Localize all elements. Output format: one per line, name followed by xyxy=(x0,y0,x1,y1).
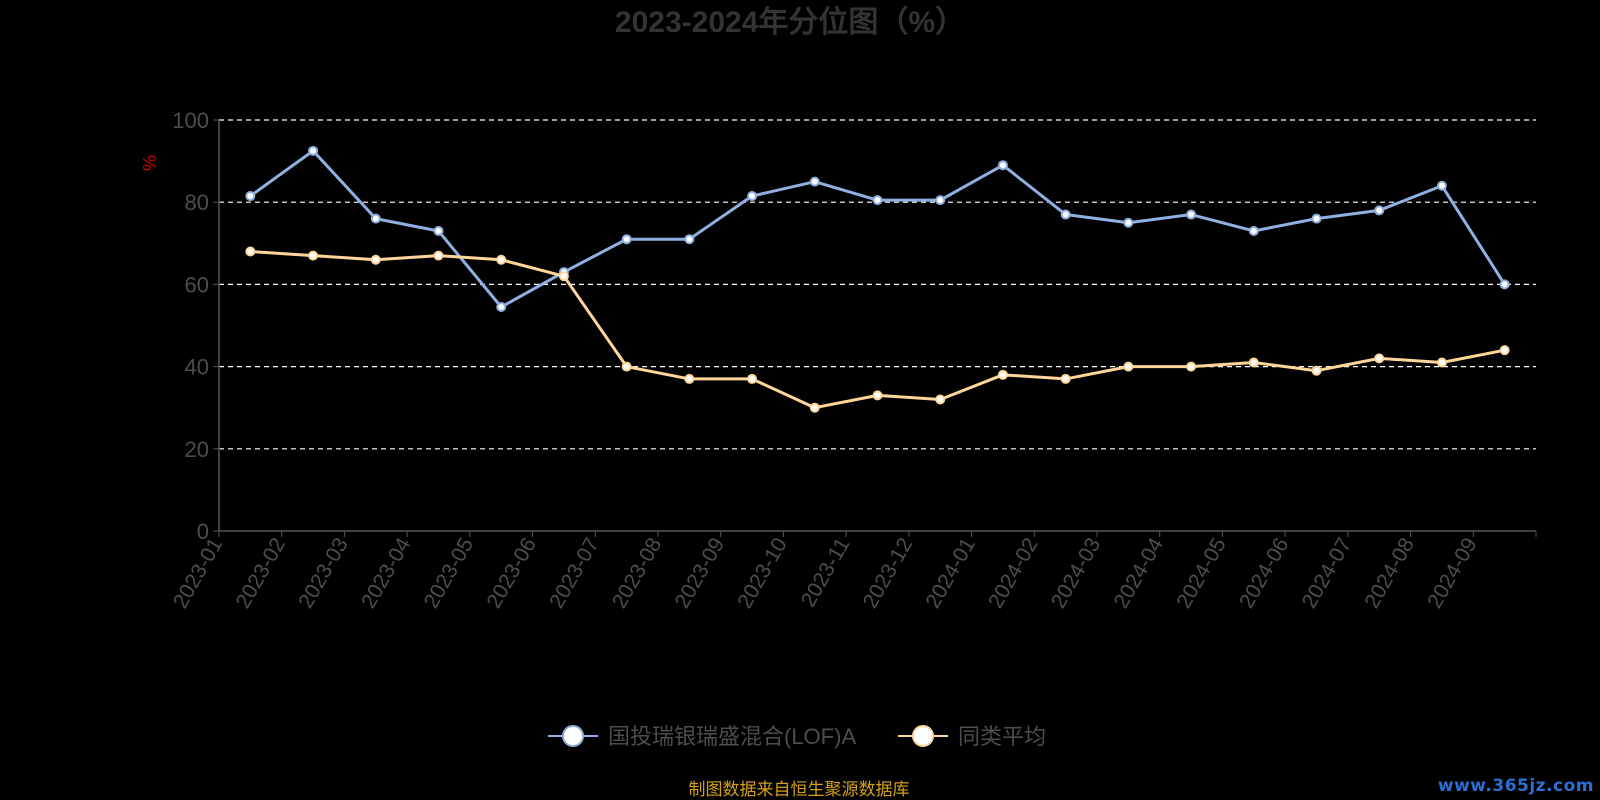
x-tick-label: 2023-02 xyxy=(232,534,290,612)
data-point-s1 xyxy=(308,145,319,156)
data-point-s2 xyxy=(433,250,444,261)
data-point-s1 xyxy=(370,213,381,224)
x-tick-label: 2024-08 xyxy=(1360,534,1418,612)
data-point-s2 xyxy=(1123,361,1134,372)
legend-label: 国投瑞银瑞盛混合(LOF)A xyxy=(608,724,856,749)
data-point-s2 xyxy=(872,390,883,401)
data-point-s1 xyxy=(809,176,820,187)
data-point-s1 xyxy=(872,195,883,206)
x-tick-label: 2023-10 xyxy=(733,534,791,612)
x-tick-label: 2024-04 xyxy=(1110,534,1169,613)
x-tick-label: 2024-09 xyxy=(1423,534,1481,612)
x-tick-label: 2024-02 xyxy=(984,534,1042,612)
x-tick-label: 2024-07 xyxy=(1298,534,1356,612)
x-tick-label: 2023-04 xyxy=(357,534,416,613)
data-point-s1 xyxy=(1186,209,1197,220)
watermark: www.365jz.com xyxy=(1437,776,1594,796)
legend-marker xyxy=(562,725,584,747)
x-tick-label: 2023-06 xyxy=(482,534,540,612)
y-tick-label: 80 xyxy=(185,190,209,215)
data-point-s2 xyxy=(1186,361,1197,372)
series-line-2 xyxy=(250,250,1505,410)
data-point-s2 xyxy=(496,254,507,265)
data-point-s2 xyxy=(1060,373,1071,384)
data-point-s2 xyxy=(370,254,381,265)
data-point-s1 xyxy=(997,160,1008,171)
x-tick-label: 2024-05 xyxy=(1172,534,1230,612)
x-tick-label: 2023-07 xyxy=(545,534,603,612)
data-point-s2 xyxy=(747,373,758,384)
x-tick-label: 2023-03 xyxy=(294,534,352,612)
x-tick-label: 2023-08 xyxy=(608,534,666,612)
y-axis-label: % xyxy=(140,155,160,171)
chart-title: 2023-2024年分位图（%） xyxy=(615,5,965,39)
x-tick-label: 2023-11 xyxy=(797,534,855,611)
data-point-s2 xyxy=(308,250,319,261)
x-tick-label: 2024-03 xyxy=(1047,534,1105,612)
data-point-s2 xyxy=(997,369,1008,380)
data-point-s2 xyxy=(621,361,632,372)
data-point-s1 xyxy=(1436,180,1447,191)
data-point-s1 xyxy=(684,234,695,245)
legend[interactable]: 国投瑞银瑞盛混合(LOF)A 同类平均 xyxy=(548,724,1046,749)
series-lines xyxy=(245,145,1510,413)
data-point-s2 xyxy=(935,394,946,405)
data-point-s2 xyxy=(558,271,569,282)
data-point-s2 xyxy=(1499,345,1510,356)
data-point-s1 xyxy=(1248,225,1259,236)
axes: 0 20 40 60 80 100 2023-01 2023-02 2023-03 2023-04… xyxy=(169,108,1537,613)
data-point-s2 xyxy=(1436,357,1447,368)
x-tick-label: 2023-09 xyxy=(671,534,729,612)
y-tick-label: 20 xyxy=(185,437,209,462)
data-point-s1 xyxy=(621,234,632,245)
data-point-s1 xyxy=(1499,279,1510,290)
y-tick-label: 100 xyxy=(172,108,209,133)
x-tick-label: 2023-12 xyxy=(859,534,917,612)
data-point-s1 xyxy=(1311,213,1322,224)
x-tick-label: 2023-05 xyxy=(420,534,478,612)
data-point-s2 xyxy=(1374,353,1385,364)
data-point-s2 xyxy=(245,246,256,257)
y-tick-label: 60 xyxy=(185,272,209,297)
legend-item-1[interactable]: 国投瑞银瑞盛混合(LOF)A xyxy=(548,724,856,749)
data-point-s2 xyxy=(684,373,695,384)
data-point-s1 xyxy=(245,191,256,202)
data-point-s1 xyxy=(1123,217,1134,228)
x-tick-label: 2024-06 xyxy=(1235,534,1293,612)
data-point-s1 xyxy=(747,191,758,202)
data-point-s1 xyxy=(496,302,507,313)
x-tick-label: 2023-01 xyxy=(169,534,227,612)
data-point-s1 xyxy=(1060,209,1071,220)
data-source-note: 制图数据来自恒生聚源数据库 xyxy=(689,780,910,799)
x-tick-label: 2024-01 xyxy=(921,534,979,612)
data-point-s2 xyxy=(1311,365,1322,376)
y-tick-label: 0 xyxy=(197,519,209,544)
legend-label: 同类平均 xyxy=(958,724,1046,749)
data-point-s1 xyxy=(433,225,444,236)
data-point-s2 xyxy=(1248,357,1259,368)
legend-marker xyxy=(912,725,934,747)
data-point-s2 xyxy=(809,402,820,413)
y-tick-label: 40 xyxy=(185,355,209,380)
data-point-s1 xyxy=(935,195,946,206)
data-point-s1 xyxy=(1374,205,1385,216)
legend-item-2[interactable]: 同类平均 xyxy=(898,724,1046,749)
